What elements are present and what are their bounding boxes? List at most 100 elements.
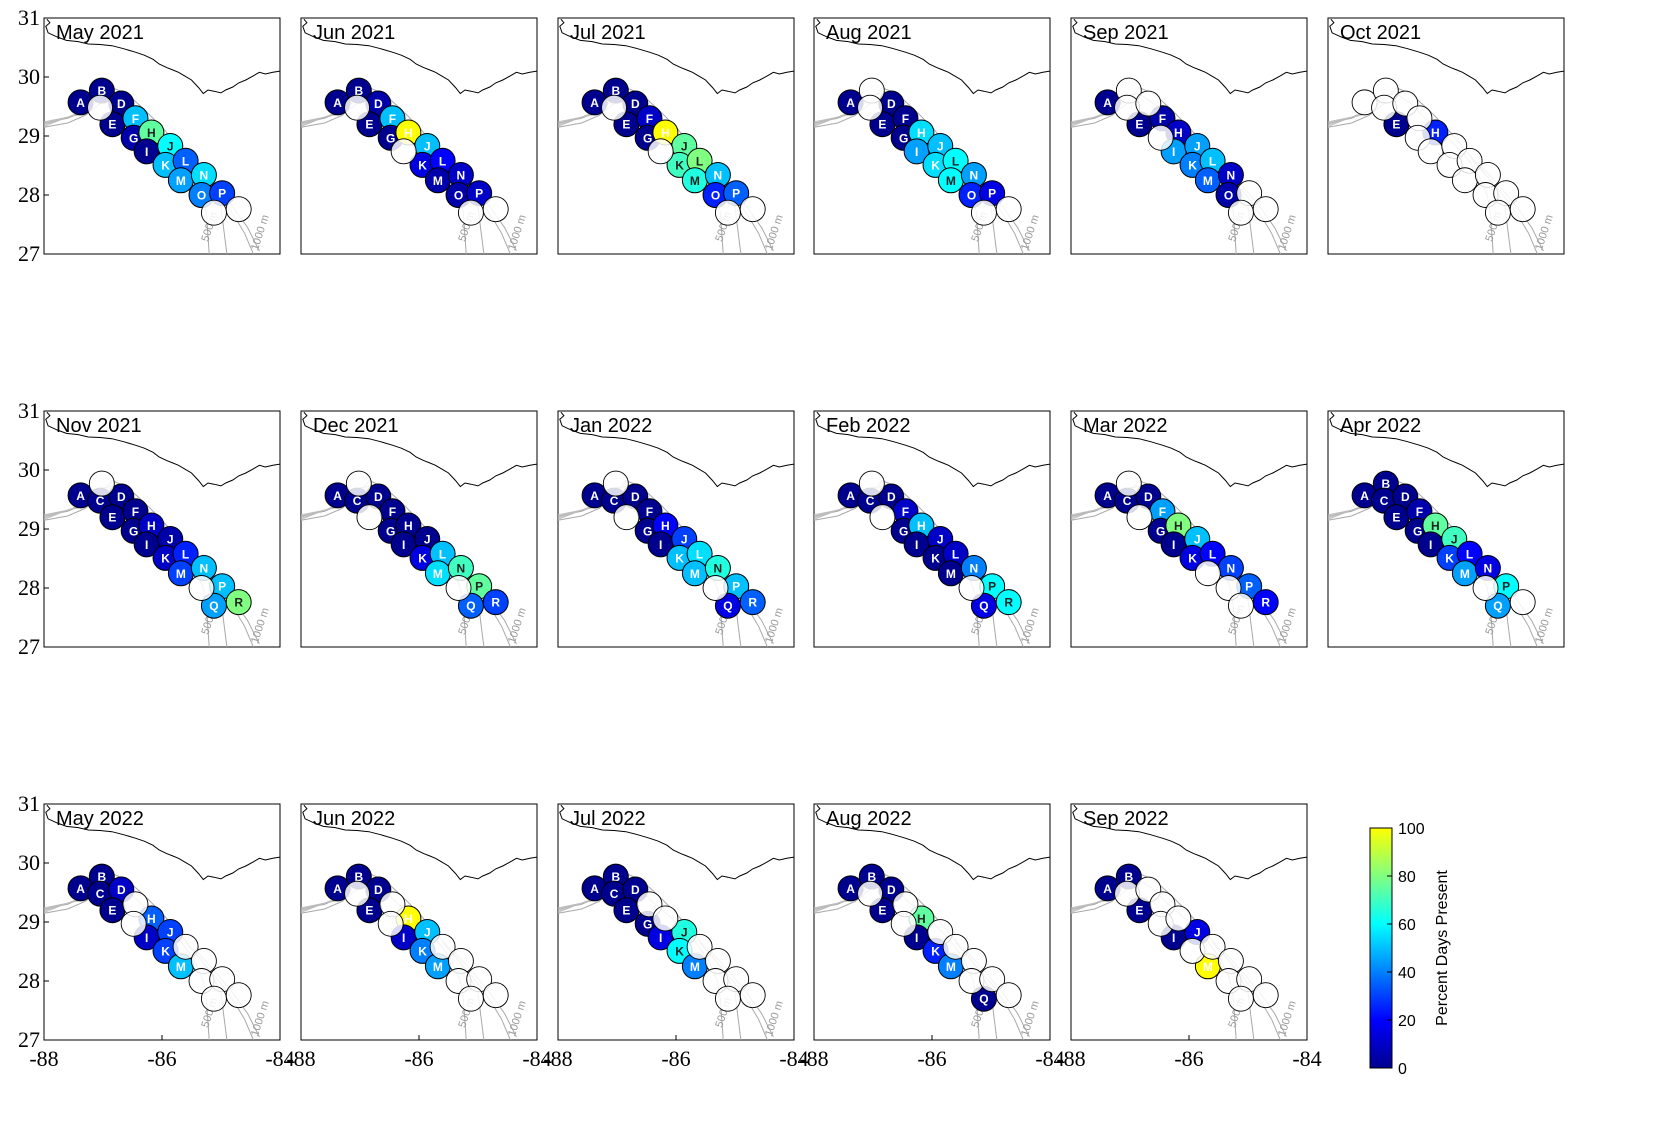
- panel-content: 500 m 1000 mA C DFG HI JK LM NPQ R: [558, 411, 794, 647]
- site-label: H: [1174, 519, 1183, 533]
- coastline: [1072, 804, 1307, 881]
- y-tick-label: 27: [18, 634, 40, 659]
- x-tick-label: -84: [1035, 1046, 1064, 1071]
- panel-title: Sep 2022: [1083, 808, 1169, 830]
- site-label: N: [714, 168, 723, 182]
- panel-content: 500 m 1000 mA DE FG HI JK LM NO P: [814, 18, 1050, 254]
- y-tick-label: 27: [18, 241, 40, 266]
- site-label: M: [1203, 174, 1213, 188]
- coastline: [1072, 411, 1307, 488]
- site-label: K: [161, 158, 170, 172]
- site-marker-empty: [857, 880, 883, 907]
- x-tick-label: -88: [1056, 1046, 1085, 1071]
- site-label: J: [167, 533, 174, 547]
- site-label: A: [1103, 882, 1112, 896]
- site-label: N: [714, 561, 723, 575]
- coastline: [1072, 18, 1307, 95]
- site-label: M: [176, 567, 186, 581]
- site-label: P: [732, 187, 740, 201]
- panel-title: Sep 2021: [1083, 22, 1169, 44]
- site-label: A: [1103, 96, 1112, 110]
- site-label: E: [108, 904, 116, 918]
- site-marker-empty: [602, 470, 629, 497]
- site-marker-empty: [942, 933, 969, 960]
- panel-title: Jul 2021: [570, 22, 646, 44]
- pipeline-line: [1328, 112, 1364, 127]
- x-tick-label: -88: [286, 1046, 315, 1071]
- coastline: [1329, 411, 1564, 488]
- site-label: O: [1224, 189, 1233, 203]
- site-label: I: [145, 931, 148, 945]
- pipeline-line: [301, 505, 337, 520]
- y-tick-label: 29: [18, 516, 40, 541]
- site-marker: [739, 589, 766, 616]
- site-label: J: [424, 926, 431, 940]
- site-marker-empty: [377, 910, 404, 937]
- site-label: I: [1172, 538, 1175, 552]
- site-label: H: [404, 912, 413, 926]
- y-tick-label: 28: [18, 575, 40, 600]
- pipeline-line: [1328, 505, 1364, 520]
- site-label: K: [161, 944, 170, 958]
- coastline: [1329, 18, 1564, 95]
- site-label: R: [1004, 596, 1013, 610]
- site-label: R: [234, 596, 243, 610]
- site-marker-empty: [1115, 470, 1142, 497]
- y-tick-label: 28: [18, 182, 40, 207]
- site-label: D: [117, 97, 126, 111]
- site-marker-empty: [1484, 199, 1511, 226]
- panel-title: Oct 2021: [1340, 22, 1421, 44]
- site-label: B: [1381, 477, 1390, 491]
- site-marker-empty: [356, 504, 383, 531]
- site-label: Q: [979, 992, 988, 1006]
- site-label: M: [176, 960, 186, 974]
- site-label: Q: [466, 599, 475, 613]
- site-label: K: [675, 551, 684, 565]
- y-tick-label: 27: [18, 1027, 40, 1052]
- site-label: C: [610, 494, 619, 508]
- site-marker-empty: [1472, 575, 1499, 601]
- site-label: P: [988, 187, 996, 201]
- site-label: N: [1484, 561, 1493, 575]
- site-label: J: [681, 140, 688, 154]
- colorbar-tick-label: 60: [1398, 917, 1416, 934]
- site-label: B: [611, 84, 620, 98]
- site-label: E: [878, 904, 886, 918]
- site-marker-empty: [120, 910, 147, 937]
- site-label: I: [402, 931, 405, 945]
- panel-title: Feb 2022: [826, 415, 911, 437]
- site-label: P: [218, 580, 226, 594]
- site-label: M: [946, 567, 956, 581]
- site-label: I: [402, 538, 405, 552]
- pipeline-line: [301, 898, 337, 913]
- site-marker-empty: [686, 933, 713, 960]
- site-label: M: [176, 174, 186, 188]
- site-label: D: [631, 97, 640, 111]
- site-label: N: [200, 561, 209, 575]
- site-label: I: [659, 931, 662, 945]
- site-label: L: [696, 547, 703, 561]
- site-label: M: [690, 174, 700, 188]
- site-label: E: [1392, 118, 1400, 132]
- site-label: K: [161, 551, 170, 565]
- colorbar-tick-label: 40: [1398, 965, 1416, 982]
- site-label: E: [1135, 904, 1143, 918]
- site-marker-empty: [188, 575, 215, 601]
- x-tick-label: -86: [404, 1046, 433, 1071]
- y-tick-label: 31: [18, 5, 40, 30]
- panel-title: Apr 2022: [1340, 415, 1421, 437]
- site-label: A: [846, 882, 855, 896]
- site-marker-empty: [1147, 124, 1174, 151]
- coastline: [302, 18, 537, 95]
- site-label: G: [129, 131, 138, 145]
- site-label: A: [333, 96, 342, 110]
- site-label: F: [902, 505, 909, 519]
- site-marker-empty: [1509, 196, 1536, 223]
